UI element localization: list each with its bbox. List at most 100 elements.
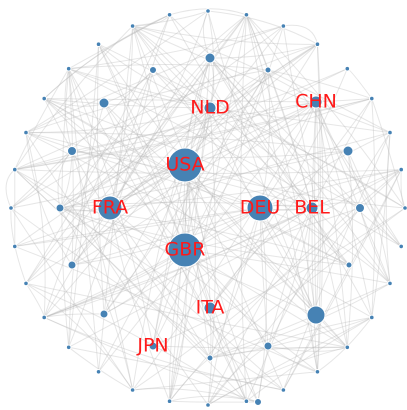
node-label: FRA <box>92 197 128 219</box>
edge <box>259 169 402 209</box>
edge <box>109 10 209 209</box>
edge <box>10 207 27 284</box>
edge <box>184 164 211 309</box>
edge <box>59 14 247 209</box>
edge <box>98 44 211 309</box>
edge <box>98 69 269 373</box>
node <box>203 301 217 315</box>
edge <box>184 249 348 348</box>
edge <box>245 14 318 372</box>
edge <box>207 317 373 406</box>
edge <box>43 98 211 359</box>
edge <box>59 43 318 209</box>
edge <box>109 101 317 209</box>
edge <box>245 207 313 402</box>
edge <box>184 164 259 403</box>
node <box>167 232 203 268</box>
edge <box>14 98 372 171</box>
edge <box>207 346 348 406</box>
edge <box>109 169 402 209</box>
node <box>8 205 14 211</box>
edge <box>14 101 317 171</box>
edge <box>71 207 261 266</box>
nodes <box>8 8 407 408</box>
edge <box>209 207 313 309</box>
edge <box>315 101 348 348</box>
edge <box>132 25 211 109</box>
edge <box>59 164 186 209</box>
edge <box>59 150 349 209</box>
edge <box>207 10 318 45</box>
node-label: JPN <box>136 335 168 357</box>
edge <box>10 69 154 209</box>
edge <box>267 132 391 347</box>
edge <box>207 207 361 406</box>
edge <box>25 10 209 134</box>
edge <box>282 25 348 348</box>
node <box>342 145 354 157</box>
edge <box>68 169 402 348</box>
node <box>95 368 102 375</box>
edge <box>152 345 348 349</box>
edge <box>132 10 209 27</box>
edge <box>43 98 350 266</box>
edge <box>43 14 170 99</box>
edge <box>103 164 186 315</box>
edge <box>346 150 354 348</box>
edge <box>25 132 209 406</box>
edge <box>68 64 269 71</box>
node <box>205 402 211 408</box>
edge <box>169 14 350 266</box>
node <box>264 66 272 74</box>
edge <box>267 316 372 347</box>
node <box>306 305 326 325</box>
edge <box>43 25 284 318</box>
edge <box>14 207 261 247</box>
node-label: CHN <box>295 91 337 113</box>
edge <box>209 57 350 266</box>
edge <box>25 132 261 209</box>
edge <box>98 43 211 109</box>
edge <box>259 207 391 284</box>
edge <box>184 164 406 209</box>
node <box>309 95 323 109</box>
node <box>205 8 211 14</box>
edge <box>68 68 402 247</box>
edge <box>315 101 402 247</box>
edge <box>315 101 373 318</box>
edge <box>184 43 318 251</box>
edge <box>98 25 134 372</box>
edge <box>25 132 73 266</box>
edge <box>259 132 391 209</box>
edge <box>209 307 247 402</box>
edge <box>207 345 269 406</box>
edge <box>14 101 317 171</box>
edge <box>103 169 402 315</box>
edge <box>246 14 406 209</box>
node <box>166 398 173 405</box>
edge <box>44 98 211 109</box>
node-label: NLD <box>190 97 229 119</box>
edge <box>132 25 211 109</box>
node <box>280 387 287 393</box>
node <box>344 65 351 72</box>
edge <box>103 164 186 315</box>
edge <box>152 207 406 347</box>
node <box>65 65 72 72</box>
node <box>99 309 109 319</box>
edge <box>10 207 134 391</box>
edge <box>169 14 361 209</box>
edge <box>59 207 211 309</box>
edge <box>169 249 187 402</box>
edge <box>14 69 269 247</box>
node <box>41 314 48 321</box>
edge <box>68 68 211 109</box>
edge <box>209 282 391 359</box>
edge <box>209 107 361 209</box>
node-label: GBR <box>165 239 206 261</box>
edge <box>207 98 373 406</box>
edge <box>109 69 269 209</box>
edge <box>184 43 318 166</box>
node <box>11 166 18 173</box>
